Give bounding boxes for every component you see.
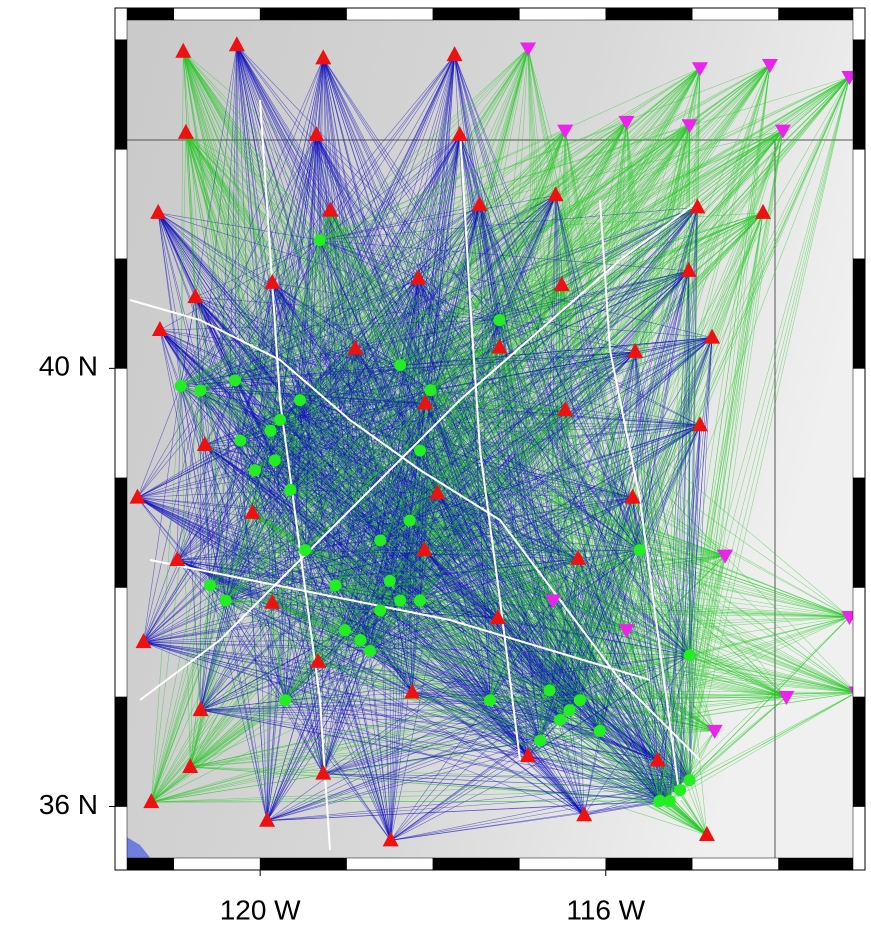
frame-segment: [853, 806, 865, 870]
frame-segment: [260, 858, 346, 870]
frame-segment: [115, 697, 127, 807]
event: [195, 384, 207, 396]
event: [684, 774, 696, 786]
event: [653, 795, 665, 807]
frame-segment: [174, 8, 260, 20]
event: [314, 234, 326, 246]
event: [664, 795, 676, 807]
frame-segment: [853, 697, 865, 807]
event: [554, 714, 566, 726]
frame-segment: [433, 8, 519, 20]
frame-segment: [115, 478, 127, 588]
frame-segment: [853, 478, 865, 588]
event: [414, 445, 426, 457]
event: [633, 544, 645, 556]
event: [484, 694, 496, 706]
event: [424, 384, 436, 396]
event: [294, 394, 306, 406]
lat-tick-label: 40 N: [39, 351, 98, 382]
frame-segment: [853, 149, 865, 259]
frame-segment: [606, 858, 692, 870]
event: [684, 649, 696, 661]
event: [339, 624, 351, 636]
event: [544, 684, 556, 696]
event: [229, 374, 241, 386]
event: [374, 534, 386, 546]
lon-tick-label: 120 W: [220, 894, 301, 925]
frame-segment: [692, 8, 778, 20]
lon-tick-label: 116 W: [566, 894, 645, 925]
frame-segment: [347, 858, 433, 870]
event: [414, 595, 426, 607]
event: [279, 694, 291, 706]
event: [594, 725, 606, 737]
frame-segment: [519, 8, 605, 20]
lat-tick-label: 36 N: [39, 789, 98, 820]
event: [249, 464, 261, 476]
frame-segment: [779, 8, 865, 20]
frame-segment: [115, 806, 127, 870]
event: [394, 595, 406, 607]
frame-segment: [115, 259, 127, 369]
event: [534, 735, 546, 747]
frame-segment: [260, 8, 346, 20]
frame-segment: [115, 587, 127, 697]
event: [384, 575, 396, 587]
frame-segment: [853, 587, 865, 697]
frame-segment: [174, 858, 260, 870]
event: [394, 359, 406, 371]
frame-segment: [519, 858, 605, 870]
event: [274, 414, 286, 426]
frame-segment: [853, 8, 865, 40]
frame-segment: [115, 40, 127, 150]
frame-segment: [115, 8, 127, 40]
event: [674, 784, 686, 796]
frame-segment: [853, 368, 865, 478]
frame-segment: [853, 40, 865, 150]
frame-segment: [115, 149, 127, 259]
map-figure: 40 N 36 N 120 W 116 W: [0, 0, 871, 929]
frame-segment: [606, 8, 692, 20]
event: [404, 515, 416, 527]
event: [354, 634, 366, 646]
event: [204, 579, 216, 591]
event: [175, 380, 187, 392]
frame-segment: [115, 368, 127, 478]
event: [563, 704, 575, 716]
event: [374, 604, 386, 616]
event: [574, 694, 586, 706]
event: [284, 484, 296, 496]
event: [299, 544, 311, 556]
frame-segment: [433, 858, 519, 870]
map-area: [115, 8, 865, 870]
event: [494, 314, 506, 326]
event: [234, 435, 246, 447]
frame-segment: [779, 858, 865, 870]
frame-segment: [692, 858, 778, 870]
event: [269, 454, 281, 466]
event: [364, 645, 376, 657]
frame-segment: [347, 8, 433, 20]
event: [329, 579, 341, 591]
event: [265, 425, 277, 437]
frame-segment: [853, 259, 865, 369]
event: [220, 595, 232, 607]
